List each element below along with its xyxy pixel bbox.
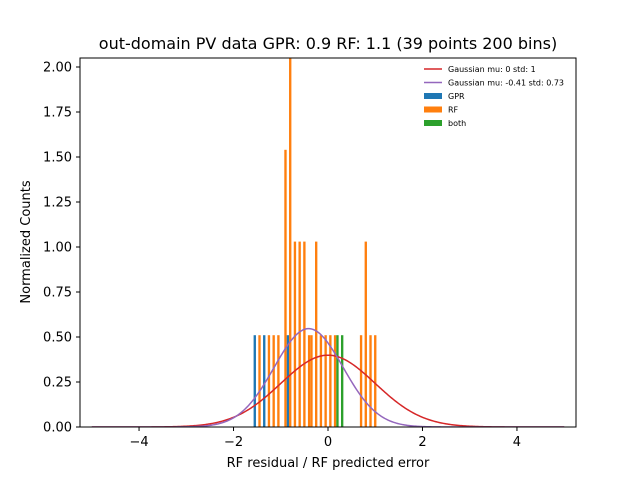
bar-rf xyxy=(359,335,363,427)
x-tick-label: 0 xyxy=(324,435,332,450)
y-axis-label: Normalized Counts xyxy=(19,180,34,303)
y-tick-label: 1.75 xyxy=(43,106,72,121)
bar-rf xyxy=(324,335,327,427)
bar-both xyxy=(336,335,339,427)
legend: Gaussian mu: 0 std: 1 Gaussian mu: -0.41 … xyxy=(424,65,564,128)
y-tick-label: 0.25 xyxy=(43,376,72,391)
bar-rf xyxy=(284,149,287,427)
bar-rf xyxy=(267,335,271,427)
y-tick-label: 2.00 xyxy=(43,61,72,76)
bar-rf xyxy=(374,335,377,427)
legend-bar-swatch xyxy=(424,93,442,99)
bar-rf xyxy=(315,241,318,427)
bar-rf xyxy=(364,241,367,427)
bar-rf xyxy=(272,335,275,427)
chart-title: out-domain PV data GPR: 0.9 RF: 1.1 (39 … xyxy=(99,34,557,53)
x-tick-label: 2 xyxy=(418,435,426,450)
bar-rf xyxy=(319,335,323,427)
bar-gpr xyxy=(253,335,256,427)
bar-rf xyxy=(298,241,301,427)
bar-rf xyxy=(310,335,313,427)
bar-gpr xyxy=(286,335,290,427)
bar-rf xyxy=(289,58,292,427)
bar-rf xyxy=(329,335,332,427)
y-tick-label: 0.50 xyxy=(43,331,72,346)
y-tick-label: 1.50 xyxy=(43,151,72,166)
y-tick-label: 0.75 xyxy=(43,286,72,301)
x-tick-label: −4 xyxy=(129,435,148,450)
legend-bar-swatch xyxy=(424,120,442,126)
axes: −4 −2 0 2 4 0.00 0.25 0.50 0.75 1.00 1.25 1.50 1.75 2… xyxy=(43,57,577,450)
x-tick-label: 4 xyxy=(513,435,521,450)
legend-bar-swatch xyxy=(424,106,442,113)
legend-label: GPR xyxy=(448,92,465,101)
bar-rf xyxy=(293,241,297,427)
bar-rf xyxy=(369,335,372,427)
y-tick-label: 1.25 xyxy=(43,196,72,211)
bar-rf xyxy=(307,335,311,427)
x-tick-label: −2 xyxy=(224,435,243,450)
legend-label: RF xyxy=(448,106,459,115)
x-axis-label: RF residual / RF predicted error xyxy=(227,456,430,471)
bar-rf xyxy=(303,241,306,427)
bar-gpr xyxy=(263,335,266,427)
y-tick-label: 0.00 xyxy=(43,421,72,436)
legend-label: Gaussian mu: 0 std: 1 xyxy=(448,65,536,74)
bar-both xyxy=(340,335,344,427)
bar-rf xyxy=(258,335,261,427)
legend-label: Gaussian mu: -0.41 std: 0.73 xyxy=(448,79,564,88)
bar-rf xyxy=(277,335,280,427)
bar-rf xyxy=(333,335,337,427)
y-tick-label: 1.00 xyxy=(43,241,72,256)
legend-label: both xyxy=(448,119,466,128)
